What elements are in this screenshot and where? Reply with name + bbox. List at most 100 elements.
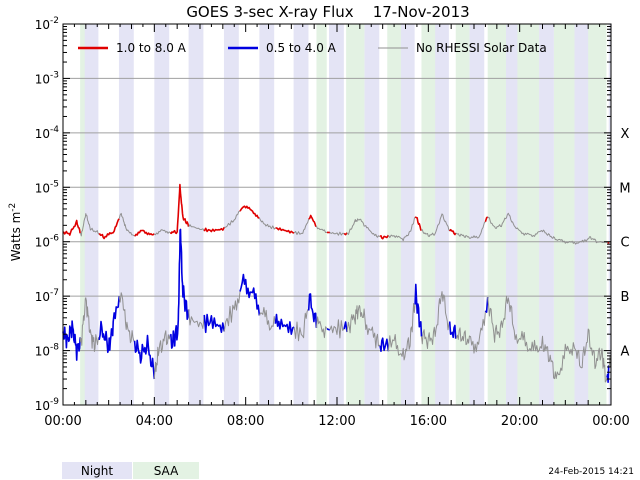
saa-band (80, 24, 85, 405)
y-tick-label: 10-2 (35, 16, 59, 32)
y-axis-label-text: Watts m (9, 212, 23, 262)
flare-class-label: M (619, 181, 630, 196)
series-line-short (455, 310, 486, 354)
flare-class-label: X (621, 127, 630, 142)
night-band (469, 24, 485, 405)
night-band (293, 24, 309, 405)
y-tick-exponent: -9 (50, 397, 59, 407)
series-line-short (606, 365, 610, 384)
series-line-long (188, 224, 205, 232)
series-line-short (307, 293, 318, 328)
series-line-short (387, 303, 416, 361)
series-line-short (346, 305, 381, 349)
night-band (504, 24, 520, 405)
x-tick-label: 16:00 (410, 414, 447, 429)
series-line-short (98, 296, 120, 354)
series-line-long (414, 216, 422, 231)
y-tick-exponent: -4 (50, 125, 59, 135)
y-tick-label: 10-7 (35, 288, 59, 304)
night-band (539, 24, 554, 405)
y-tick-exponent: -3 (50, 70, 59, 80)
saa-band (487, 24, 506, 405)
series-line-long (484, 216, 489, 222)
series-line-long (275, 226, 295, 234)
x-tick-label: 08:00 (227, 414, 264, 429)
series-line-short (448, 321, 457, 339)
series-line-short (153, 330, 171, 380)
saa-swatch (133, 462, 199, 479)
series-line-long (343, 232, 348, 236)
series-line-short (343, 321, 348, 333)
series-line-long (421, 213, 451, 237)
saa-band (455, 24, 470, 405)
series-line-short (293, 309, 310, 342)
series-line-long (449, 228, 457, 236)
night-band (364, 24, 380, 405)
series-line-short (188, 309, 205, 329)
y-tick-label: 10-5 (35, 179, 59, 195)
night-saa-bands (80, 24, 611, 405)
x-tick-label: 00:00 (592, 414, 629, 429)
saa-band (517, 24, 540, 405)
night-band (329, 24, 344, 405)
y-tick-base: 10 (35, 399, 50, 413)
y-tick-base: 10 (35, 345, 50, 359)
y-tick-label: 10-6 (35, 234, 60, 250)
y-tick-base: 10 (35, 127, 50, 141)
y-tick-exponent: -5 (50, 179, 59, 189)
y-tick-base: 10 (35, 181, 50, 195)
night-label: Night (81, 464, 114, 478)
legend: 1.0 to 8.0 A 0.5 to 4.0 A No RHESSI Solar … (78, 41, 547, 55)
series-line-short (239, 273, 261, 316)
flare-class-label: C (620, 236, 629, 251)
night-swatch (62, 462, 132, 479)
y-tick-base: 10 (35, 236, 50, 250)
series-line-short (203, 313, 226, 334)
series-line-long (487, 212, 608, 245)
series-line-long (455, 221, 486, 239)
saa-band (346, 24, 365, 405)
series-line-short (421, 291, 451, 349)
timestamp: 24-Feb-2015 14:21 (548, 467, 634, 477)
series-line-short (133, 334, 156, 380)
series-line-short (484, 296, 489, 313)
series-line-long (224, 210, 241, 228)
series-line-short (414, 283, 423, 337)
y-tick-exponent: -7 (50, 288, 59, 298)
x-tick-label: 00:00 (44, 414, 81, 429)
saa-band (553, 24, 575, 405)
night-band (188, 24, 204, 405)
series-line-long (329, 231, 345, 236)
x-tick-label: 04:00 (136, 414, 173, 429)
night-band (259, 24, 275, 405)
legend-label: No RHESSI Solar Data (416, 41, 547, 55)
night-band (154, 24, 170, 405)
y-tick-exponent: -2 (50, 16, 59, 26)
series-line-long (239, 205, 260, 219)
saa-band (421, 24, 436, 405)
x-axis-ticks: 00:00 04:00 08:00 12:00 16:00 20:00 00:00 (44, 24, 630, 429)
night-band (574, 24, 590, 405)
series-line-short (315, 316, 328, 339)
series-line-short (258, 307, 276, 331)
series-line-long (98, 218, 120, 240)
series-line-short (169, 228, 190, 349)
night-band (399, 24, 415, 405)
series-line-long (258, 217, 276, 230)
series-line-long (134, 229, 155, 237)
y-tick-label: 10-8 (35, 343, 60, 359)
series-line-long (315, 225, 328, 233)
flare-class-label: A (621, 345, 630, 360)
series-line-short (223, 291, 241, 332)
legend-label: 1.0 to 8.0 A (116, 41, 187, 55)
y-tick-exponent: -8 (50, 343, 59, 353)
y-tick-base: 10 (35, 290, 50, 304)
chart-title: GOES 3-sec X-ray Flux 17-Nov-2013 (186, 3, 469, 21)
y-tick-base: 10 (35, 18, 50, 32)
series-line-long (379, 234, 390, 240)
flare-class-labels: X M C B A (619, 127, 630, 360)
flare-class-label: B (621, 290, 630, 305)
bottom-legend: Night SAA (62, 462, 199, 479)
series-line-long (169, 183, 190, 235)
saa-band (588, 24, 607, 405)
